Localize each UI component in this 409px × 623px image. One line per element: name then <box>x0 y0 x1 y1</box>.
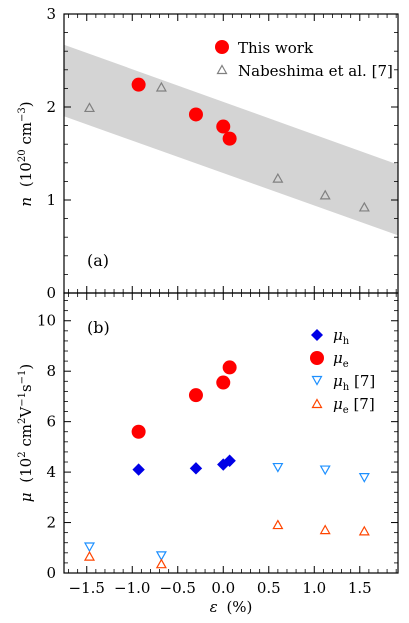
legend-nabeshima-label: Nabeshima et al. [7] <box>238 62 393 80</box>
legend-mu-h-marker <box>311 329 323 341</box>
panel-b-point-h-0 <box>132 463 145 476</box>
panel-a-y-tick-label: 1 <box>46 191 56 209</box>
panel-b-frame <box>63 292 399 574</box>
panel-b-ticks: −1.5 −1.0 −0.5 0.0 0.5 1.0 1.5 0 2 4 6 8 10 <box>37 293 398 597</box>
panel-b-point-e-2 <box>216 375 231 390</box>
panel-b-point-h-1 <box>189 462 203 475</box>
panel-b-point-h-3 <box>223 454 236 467</box>
panel-a-marks <box>83 77 370 212</box>
panel-a-point-this-work-2 <box>216 119 231 134</box>
panel-b-x-tick-label: −1.5 <box>69 579 105 597</box>
panel-a-label: (a) <box>87 251 109 270</box>
panel-b-point-e-3 <box>222 360 237 375</box>
legend-mu-e-marker <box>310 351 324 365</box>
legend-nabeshima: Nabeshima et al. [7] <box>216 62 393 80</box>
panel-b-point-h-ref-0 <box>83 542 96 553</box>
panel-b-point-e-ref-0 <box>83 550 96 561</box>
panel-a-point-this-work-3 <box>222 131 237 146</box>
panel-a-y-tick-label: 2 <box>46 98 56 116</box>
legend-mu-e: μe <box>310 349 349 370</box>
legend-mu-h-ref-label: μh [7] <box>333 372 375 393</box>
panel-b-point-h-ref-1 <box>155 551 167 562</box>
legend-mu-h-ref-marker <box>311 375 323 386</box>
panel-b-y-tick-label: 2 <box>46 514 56 532</box>
panel-b-y-axis-title: μ (102 cm2V−1s−1) <box>17 364 35 503</box>
panel-b-x-tick-label: 1.0 <box>302 579 326 597</box>
panel-b-y-tick-label: 4 <box>46 463 56 481</box>
panel-a-y-axis-title: n (1020 cm−3) <box>17 101 35 206</box>
panel-a-legend: This work Nabeshima et al. [7] <box>215 39 393 80</box>
panel-b: −1.5 −1.0 −0.5 0.0 0.5 1.0 1.5 0 2 4 6 8 10 (b) μ (1… <box>17 292 399 616</box>
panel-b-y-tick-label: 8 <box>46 362 56 380</box>
panel-b-marks <box>83 360 370 569</box>
legend-mu-h-label: μh <box>333 326 350 347</box>
panel-b-x-tick-label: 0.5 <box>257 579 281 597</box>
panel-b-point-e-ref-4 <box>358 525 370 536</box>
panel-b-point-e-1 <box>188 388 203 403</box>
legend-mu-e-ref: μe [7] <box>311 395 375 416</box>
panel-b-point-e-ref-2 <box>272 519 284 530</box>
panel-b-label: (b) <box>87 318 110 337</box>
panel-a-point-nabeshima-et-al-7-4 <box>358 201 370 212</box>
legend-nabeshima-marker <box>216 64 228 75</box>
panel-b-x-tick-label: −0.5 <box>160 579 196 597</box>
panel-b-x-tick-label: 1.5 <box>348 579 372 597</box>
panel-b-point-e-0 <box>131 424 146 439</box>
panel-b-point-e-ref-3 <box>319 524 331 535</box>
panel-b-y-tick-label: 6 <box>46 413 56 431</box>
legend-mu-e-ref-label: μe [7] <box>333 395 375 416</box>
panel-b-x-tick-label: 0.0 <box>211 579 235 597</box>
panel-a-point-nabeshima-et-al-7-1 <box>155 81 167 92</box>
panel-a: 0 1 2 3 (a) n (1020 cm−3) This work Nabeshi… <box>17 5 399 302</box>
panel-b-point-h-ref-2 <box>272 462 284 473</box>
panel-b-x-axis-title: ε (%) <box>210 598 253 616</box>
legend-mu-h-ref: μh [7] <box>311 372 375 393</box>
legend-mu-e-label: μe <box>333 349 349 370</box>
panel-b-point-h-ref-3 <box>319 465 331 476</box>
panel-a-point-this-work-1 <box>188 107 203 122</box>
legend-this-work-marker <box>215 40 229 54</box>
legend-mu-e-ref-marker <box>311 398 323 409</box>
panel-a-point-nabeshima-et-al-7-2 <box>272 172 284 183</box>
panel-a-point-nabeshima-et-al-7-0 <box>83 102 96 113</box>
panel-a-y-tick-label: 0 <box>46 284 56 302</box>
panel-b-point-e-ref-1 <box>155 558 167 569</box>
panel-b-legend: μh μe μh [7] μe [7] <box>310 326 375 416</box>
panel-a-y-tick-label: 3 <box>46 5 56 23</box>
legend-this-work-label: This work <box>238 39 314 57</box>
panel-b-point-h-ref-4 <box>358 473 370 483</box>
panel-a-ticks: 0 1 2 3 <box>46 5 398 302</box>
legend-this-work: This work <box>215 39 314 57</box>
legend-mu-h: μh <box>311 326 350 347</box>
panel-a-point-this-work-0 <box>131 77 146 92</box>
panel-b-x-tick-label: −1.0 <box>114 579 150 597</box>
panel-b-y-tick-label: 10 <box>37 312 56 330</box>
panel-a-point-nabeshima-et-al-7-3 <box>319 189 331 200</box>
panel-b-y-tick-label: 0 <box>46 564 56 582</box>
